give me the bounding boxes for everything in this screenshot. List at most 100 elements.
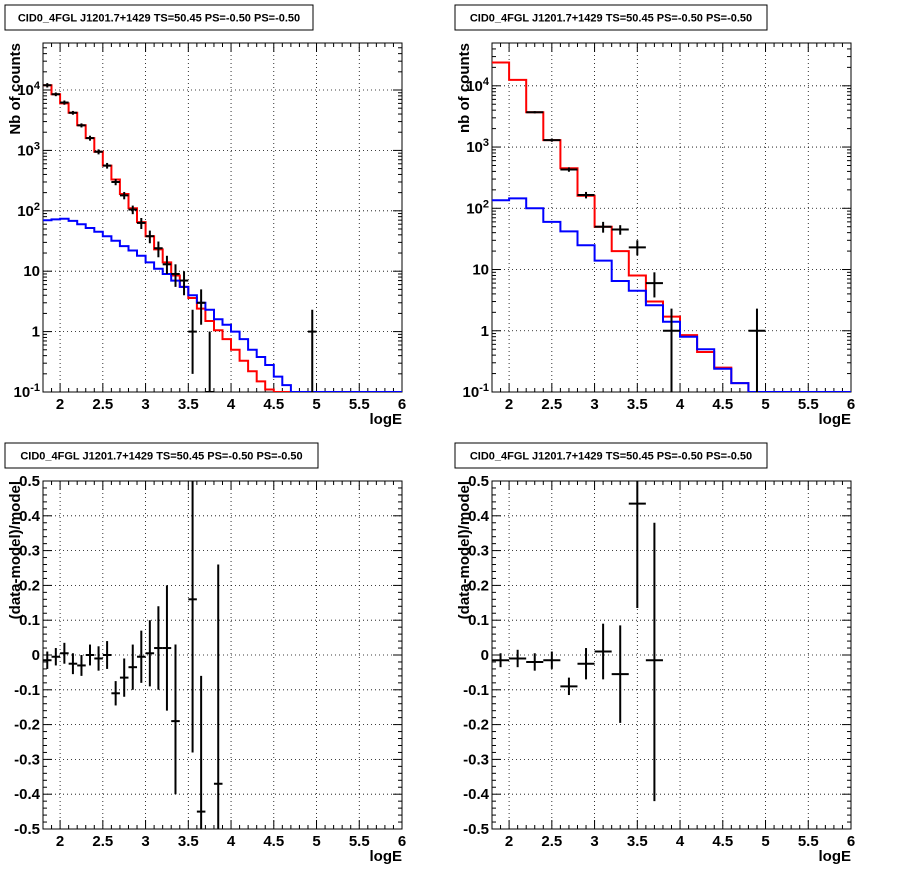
data-point (154, 606, 163, 690)
data-point (307, 309, 317, 392)
data-point (171, 264, 180, 287)
plot-frame (42, 480, 403, 830)
data-point (43, 83, 52, 88)
chart-title: CID0_4FGL J1201.7+1429 TS=50.45 PS=-0.50… (470, 13, 752, 25)
data-point (128, 644, 138, 690)
y-tick-label: -0.1 (14, 682, 40, 699)
data-point (85, 644, 95, 666)
x-tick-label: 3.5 (627, 396, 648, 413)
title-box (4, 442, 319, 469)
data-point (119, 191, 129, 200)
chart-title: CID0_4FGL J1201.7+1429 TS=50.45 PS=-0.50… (18, 13, 300, 25)
x-tick-label: 3 (141, 396, 149, 413)
chart-title: CID0_4FGL J1201.7+1429 TS=50.45 PS=-0.50… (470, 451, 752, 463)
series-line-blue (492, 197, 851, 392)
x-tick-label: 2.5 (92, 396, 113, 413)
data-point (645, 272, 663, 298)
x-tick-label: 3.5 (178, 396, 199, 413)
data-point (577, 648, 595, 680)
x-tick-label: 3 (141, 833, 149, 850)
axis-ticks (42, 42, 403, 393)
y-tick-label: 0.3 (468, 543, 489, 560)
y-tick-label: -0.4 (463, 786, 490, 803)
title-box (454, 442, 768, 469)
y-tick-label: 102 (17, 201, 40, 220)
x-tick-label: 4.5 (263, 833, 284, 850)
data-points (43, 83, 317, 392)
y-tick-label: 0.5 (468, 473, 489, 490)
data-point (560, 677, 578, 696)
x-axis-title: logE (819, 848, 852, 865)
data-layer (492, 481, 663, 802)
x-tick-label: 2.5 (541, 833, 562, 850)
data-point (662, 308, 681, 392)
data-points (526, 111, 766, 392)
data-point (611, 625, 629, 723)
x-tick-label: 5.5 (349, 396, 370, 413)
y-tick-label: 0 (32, 647, 40, 664)
data-point (77, 655, 86, 676)
y-tick-label: 0.1 (19, 612, 40, 629)
x-tick-label: 6 (847, 833, 855, 850)
x-tick-label: 6 (398, 833, 406, 850)
x-tick-label: 4.5 (712, 833, 733, 850)
title-box (4, 4, 314, 31)
title-box (454, 4, 768, 31)
x-tick-label: 4 (227, 833, 236, 850)
x-tick-label: 2 (505, 833, 513, 850)
x-tick-label: 3 (590, 833, 598, 850)
data-point (628, 240, 646, 256)
pad-counts-right: 2 2.5 3 3.5 4 4.5 5 5.5 6 10-1 1 10 102 103 104 logE nb … (454, 4, 855, 428)
x-tick-label: 2 (56, 833, 64, 850)
y-tick-label: 10 (23, 263, 40, 280)
data-point (611, 225, 629, 235)
data-point (196, 675, 206, 829)
y-tick-label: -0.1 (463, 682, 489, 699)
data-point (94, 149, 103, 155)
data-point (68, 653, 78, 675)
y-tick-label: 102 (466, 198, 489, 217)
x-tick-label: 4 (676, 833, 685, 850)
data-point (509, 649, 527, 668)
axis-ticks (491, 42, 852, 393)
data-point (748, 308, 766, 392)
y-tick-label: 0.4 (468, 508, 490, 525)
x-tick-label: 5 (761, 833, 769, 850)
data-layer (43, 481, 223, 829)
data-point (492, 653, 510, 668)
data-point (526, 111, 544, 114)
data-point (645, 522, 663, 802)
data-point (111, 681, 120, 706)
data-point (162, 585, 172, 711)
x-tick-label: 2.5 (541, 396, 562, 413)
data-layer (492, 61, 851, 392)
x-tick-label: 5.5 (798, 396, 819, 413)
data-point (594, 623, 612, 680)
data-point (577, 191, 595, 199)
y-axis-title: (data-model)/model (7, 481, 24, 619)
y-tick-label: 0.2 (19, 577, 40, 594)
y-tick-label: -0.5 (463, 821, 489, 838)
data-points (43, 481, 223, 829)
y-tick-label: 10-1 (463, 382, 489, 401)
series-line-blue (43, 217, 402, 392)
data-points (492, 481, 663, 802)
x-tick-label: 4.5 (263, 396, 284, 413)
pad-residuals-right: 2 2.5 3 3.5 4 4.5 5 5.5 6 -0.5 -0.4 -0.3 -0.2 -0.1 0 0.… (454, 442, 855, 865)
x-tick-label: 5 (312, 396, 320, 413)
x-tick-label: 6 (847, 396, 855, 413)
x-tick-label: 5.5 (349, 833, 370, 850)
data-point (119, 658, 129, 697)
y-tick-label: 0.5 (19, 473, 40, 490)
data-point (102, 641, 112, 669)
plot-frame (491, 480, 852, 830)
data-point (51, 92, 61, 97)
x-tick-label: 6 (398, 396, 406, 413)
x-tick-label: 5 (761, 396, 769, 413)
x-tick-label: 2 (56, 396, 64, 413)
data-point (68, 110, 78, 115)
y-axis-title: (data-model)/model (456, 481, 473, 619)
chart-title: CID0_4FGL J1201.7+1429 TS=50.45 PS=-0.50… (20, 451, 302, 463)
data-point (196, 289, 206, 325)
y-axis-title: Nb of counts (7, 43, 24, 135)
